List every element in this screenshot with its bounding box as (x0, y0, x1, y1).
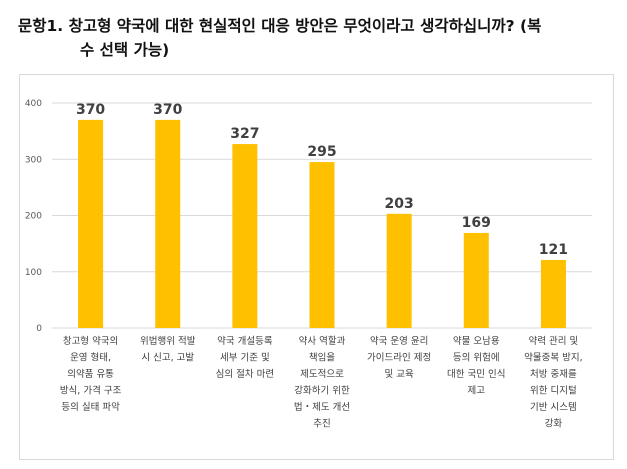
y-tick-label: 200 (25, 212, 42, 222)
x-category-label-line: 처방 중재를 (530, 368, 577, 380)
y-tick-label: 100 (25, 268, 42, 278)
x-category-label-line: 약력 관리 및 (529, 335, 579, 347)
chart-title: 문항1. 창고형 약국에 대한 현실적인 대응 방안은 무엇이라고 생각하십니까… (18, 14, 618, 62)
chart-title-line1: 문항1. 창고형 약국에 대한 현실적인 대응 방안은 무엇이라고 생각하십니까… (18, 17, 542, 35)
chart-frame (19, 74, 614, 460)
bar (540, 259, 566, 328)
data-label: 169 (462, 215, 491, 231)
x-category-label-line: 의약품 유통 (67, 368, 114, 380)
x-category-label-line: 약물중복 방지, (524, 352, 582, 364)
data-label: 327 (230, 126, 259, 142)
bar (309, 162, 335, 328)
bar (463, 232, 489, 328)
x-category-label-line: 창고형 약국의 (63, 335, 118, 347)
bar (232, 144, 258, 328)
x-category-label-line: 법・제도 개선 (294, 402, 350, 413)
y-tick-label: 400 (25, 99, 42, 109)
chart-title-line2: 수 선택 가능) (80, 41, 170, 59)
x-category-label-line: 약국 운영 윤리 (370, 335, 428, 347)
x-category-label-line: 및 교육 (385, 368, 414, 380)
x-category-label-line: 등의 위험에 (453, 352, 500, 364)
x-category-label-line: 방식, 가격 구조 (60, 385, 122, 397)
x-category-label-line: 심의 절차 마련 (216, 368, 274, 380)
x-category-label-line: 약물 오남용 (453, 335, 500, 347)
x-category-label-line: 제도적으로 (300, 368, 344, 380)
x-category-label-line: 강화하기 위한 (294, 385, 350, 397)
data-label: 121 (539, 242, 568, 258)
x-category-label-line: 세부 기준 및 (220, 352, 270, 364)
bar (386, 213, 412, 328)
y-tick-label: 0 (36, 324, 42, 334)
x-category-label-line: 등의 실태 파악 (61, 401, 120, 413)
x-category-label-line: 가이드라인 제정 (367, 353, 431, 364)
x-category-label-line: 대한 국민 인식 (447, 369, 505, 380)
x-category-label-line: 약국 개설등록 (217, 335, 273, 347)
x-category-label-line: 운영 형태, (70, 353, 111, 364)
x-category-label-line: 강화 (545, 419, 563, 430)
y-tick-label: 300 (25, 155, 42, 165)
x-category-label-line: 추진 (313, 419, 330, 430)
x-category-label-line: 기반 시스템 (530, 401, 577, 413)
data-label: 370 (76, 102, 105, 118)
x-category-label-line: 책임을 (309, 352, 335, 364)
x-category-label-line: 위법행위 적발 (140, 335, 196, 347)
bar (155, 119, 181, 328)
x-category-label-line: 위한 디지털 (530, 385, 577, 397)
x-category-label-line: 제고 (468, 386, 486, 397)
bar (78, 119, 104, 328)
data-label: 203 (385, 196, 414, 212)
data-label: 295 (307, 144, 336, 160)
data-label: 370 (153, 102, 182, 118)
x-category-label-line: 약사 역할과 (299, 335, 346, 347)
x-category-label-line: 시 신고, 고발 (141, 353, 194, 364)
